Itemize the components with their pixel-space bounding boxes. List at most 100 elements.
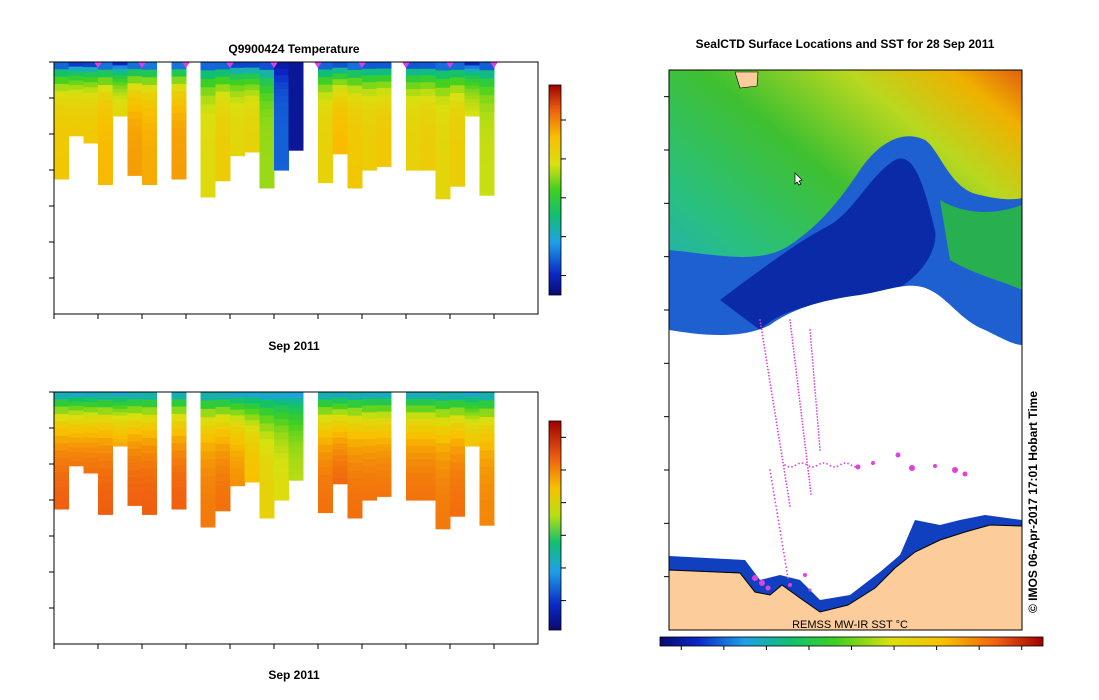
- profile-cell: [332, 426, 348, 433]
- profile-cell: [318, 392, 333, 400]
- profile-cell: [171, 421, 187, 430]
- track-point: [782, 548, 785, 551]
- profile-cell: [112, 392, 128, 396]
- profile-cell: [68, 126, 84, 132]
- profile-cell: [450, 415, 465, 424]
- profile-cell: [83, 407, 99, 413]
- surface-location-marker: [765, 585, 771, 591]
- profile-cell: [54, 157, 69, 165]
- track-point: [762, 340, 765, 343]
- track-point: [801, 462, 804, 464]
- surface-marker: [226, 62, 234, 68]
- profile-cell: [230, 468, 245, 475]
- profile-cell: [259, 93, 275, 102]
- profile-cell: [171, 171, 187, 180]
- track-point: [788, 498, 790, 501]
- profile-cell: [347, 470, 363, 480]
- profile-cell: [406, 412, 421, 420]
- profile-cell: [259, 486, 275, 495]
- profile-cell: [244, 129, 260, 136]
- profile-cell: [347, 431, 363, 440]
- track-point: [807, 472, 810, 475]
- profile-cell: [83, 127, 99, 134]
- profile-cell: [420, 452, 436, 461]
- track-point: [791, 342, 794, 345]
- profile-cell: [68, 442, 84, 448]
- surface-location-marker: [871, 461, 875, 465]
- profile-cell: [54, 135, 69, 143]
- track-point: [817, 434, 820, 436]
- profile-cell: [142, 138, 157, 147]
- profile-cell: [347, 392, 363, 401]
- profile-cell: [171, 105, 187, 114]
- track-point: [782, 464, 785, 467]
- profile-cell: [200, 501, 216, 511]
- profile-cell: [259, 399, 275, 409]
- profile-cell: [362, 493, 377, 501]
- profile-cell: [171, 457, 187, 466]
- profile-cell: [127, 76, 143, 84]
- profile-cell: [244, 107, 260, 114]
- profile-cell: [406, 398, 421, 407]
- profile-cell: [406, 116, 421, 124]
- profile-cell: [288, 139, 304, 146]
- track-point: [798, 394, 800, 397]
- profile-cell: [464, 422, 480, 427]
- profile-cell: [54, 435, 69, 444]
- profile-cell: [244, 470, 260, 477]
- profile-cell: [142, 107, 157, 116]
- profile-cell: [450, 124, 465, 133]
- profile-cell: [230, 397, 245, 405]
- profile-cell: [230, 62, 245, 69]
- track-point: [798, 397, 801, 400]
- profile-cell: [112, 419, 128, 423]
- profile-cell: [332, 392, 348, 399]
- track-point: [807, 469, 810, 472]
- profile-cell: [435, 477, 451, 487]
- profile-cell: [274, 122, 289, 131]
- track-point: [770, 476, 773, 479]
- profile-cell: [215, 503, 231, 512]
- profile-cell: [83, 122, 99, 129]
- profile-cell: [274, 129, 289, 137]
- profile-cell: [435, 434, 451, 444]
- profile-cell: [142, 77, 157, 86]
- profile-cell: [406, 486, 421, 494]
- profile-cell: [464, 415, 480, 420]
- profile-cell: [274, 473, 289, 481]
- profile-cell: [420, 149, 436, 158]
- profile-cell: [215, 429, 231, 437]
- profile-cell: [479, 136, 495, 146]
- profile-cell: [54, 171, 69, 180]
- profile-cell: [215, 406, 231, 415]
- profile-cell: [68, 108, 84, 114]
- track-point: [822, 462, 825, 464]
- profile-cell: [332, 478, 348, 485]
- profile-cell: [230, 120, 245, 127]
- profile-cell: [464, 82, 480, 87]
- profile-cell: [259, 431, 275, 440]
- profile-cell: [230, 73, 245, 80]
- surface-location-marker: [803, 573, 807, 577]
- profile-cell: [420, 459, 436, 467]
- profile-cell: [83, 437, 99, 444]
- track-point: [766, 365, 769, 368]
- profile-cell: [230, 444, 245, 451]
- profile-cell: [83, 62, 99, 68]
- track-point: [810, 347, 813, 349]
- track-point: [796, 377, 798, 379]
- surface-marker: [446, 62, 454, 68]
- profile-cell: [142, 460, 157, 469]
- profile-cell: [288, 397, 304, 404]
- profile-cell: [171, 399, 187, 408]
- sst-green-band: [940, 200, 1022, 290]
- profile-cell: [435, 486, 451, 496]
- track-point: [777, 519, 780, 522]
- profile-cell: [318, 497, 333, 506]
- profile-cell: [274, 62, 289, 70]
- profile-cell: [479, 483, 495, 493]
- profile-cell: [244, 95, 260, 102]
- surface-marker: [314, 62, 322, 68]
- profile-cell: [200, 442, 216, 452]
- profile-cell: [200, 154, 216, 164]
